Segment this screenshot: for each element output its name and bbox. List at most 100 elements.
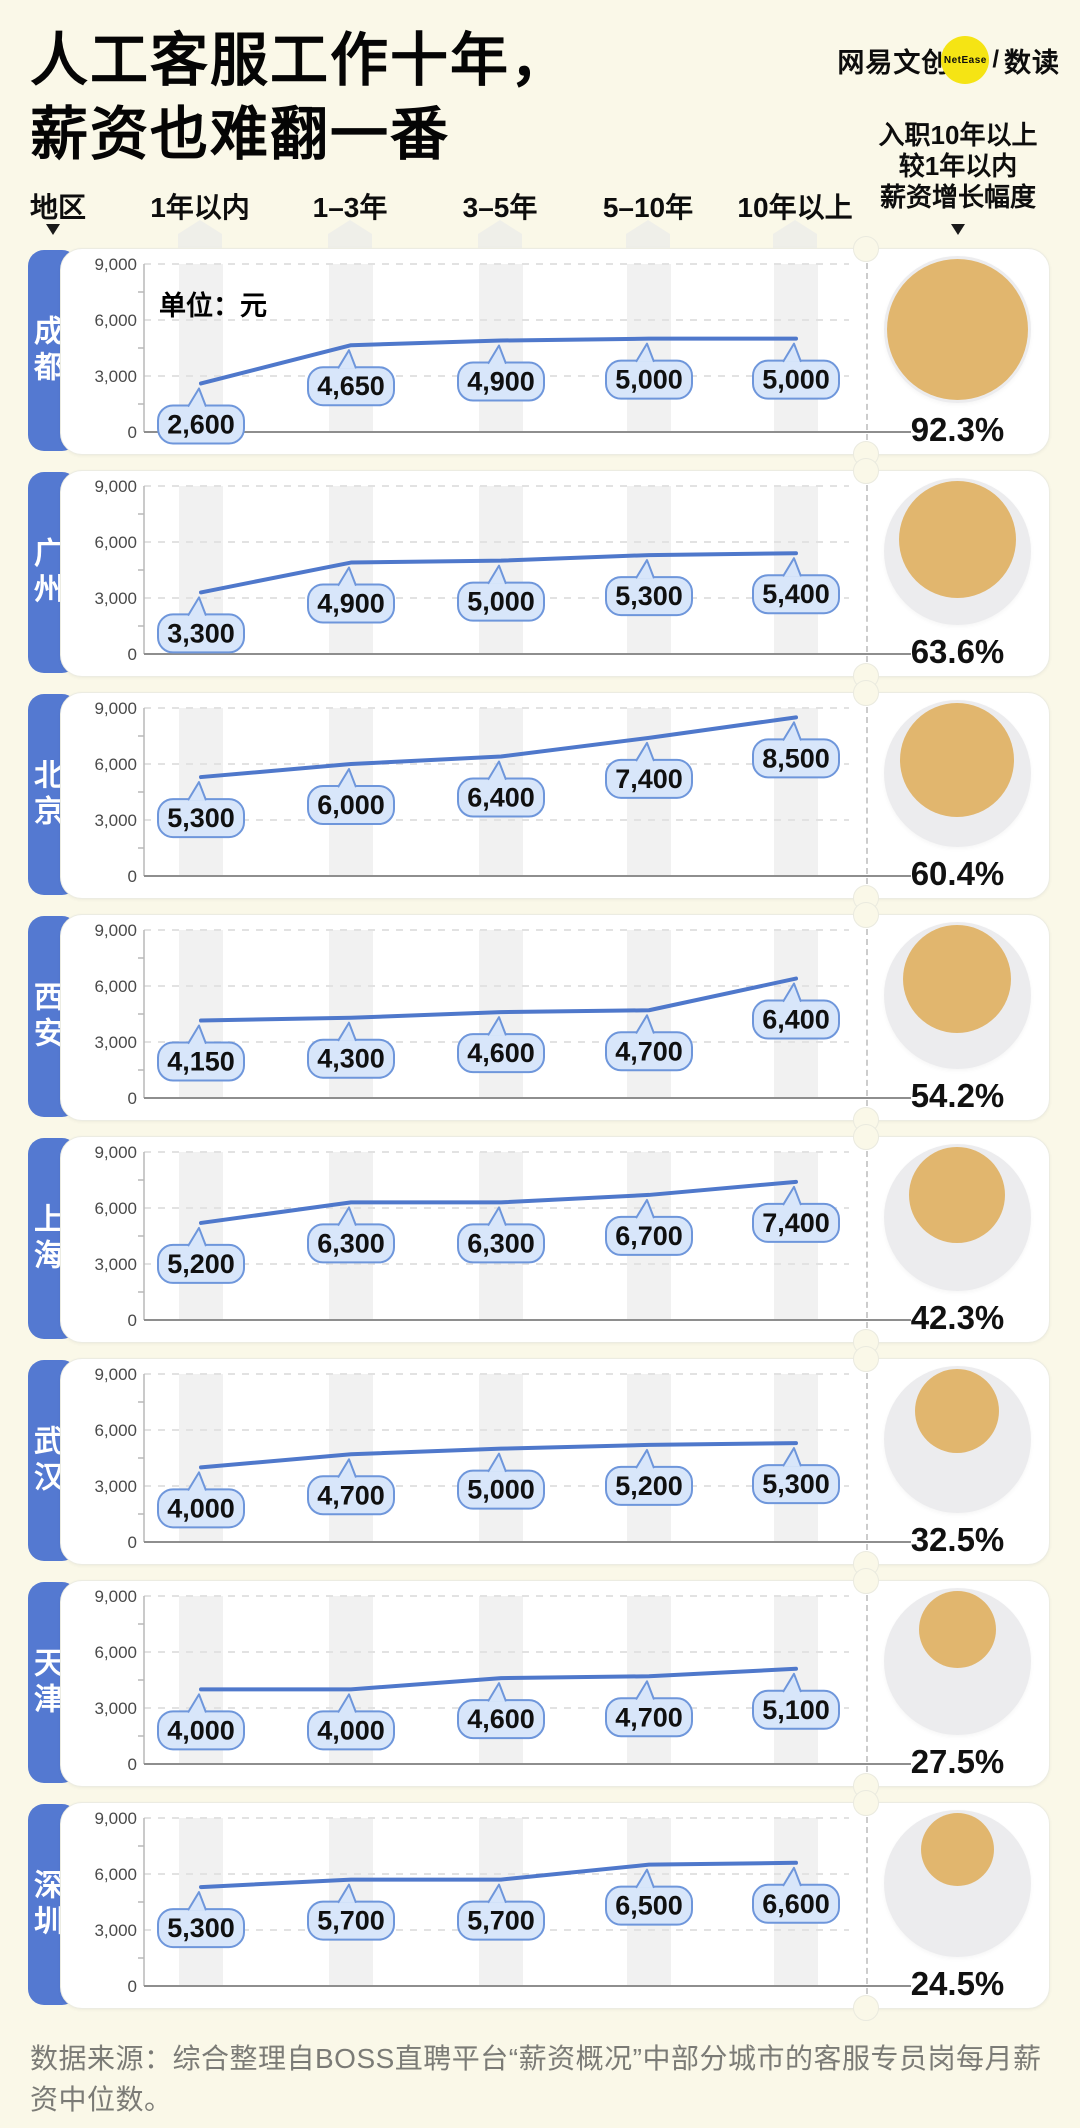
data-label-value: 4,000: [317, 1715, 385, 1745]
data-label-value: 5,100: [762, 1695, 830, 1725]
logo-divider: /: [992, 46, 999, 73]
bubble-pointer: [635, 559, 655, 579]
experience-column-header: 3–5年: [462, 192, 538, 223]
data-label-value: 6,400: [467, 783, 535, 813]
bubble-pointer: [487, 1682, 507, 1702]
bubble-pointer: [782, 342, 802, 363]
city-label: 天津: [29, 1646, 62, 1719]
city-row: 西安 9,000 6,000 3,000 0 4,150 4,300 4,600 4,700 6…: [0, 902, 1080, 1133]
data-label-value: 5,000: [615, 365, 683, 395]
salary-line: [199, 551, 798, 595]
data-label-value: 4,600: [467, 1038, 535, 1068]
card-notch-top: [853, 1790, 879, 1816]
y-axis-tick-label: 6,000: [94, 311, 137, 330]
card-notch-top: [853, 1568, 879, 1594]
netease-badge-icon: NetEase: [941, 36, 990, 84]
y-axis-tick-label: 3,000: [94, 1477, 137, 1496]
city-row: 成都 9,000 6,000 3,000 0 单位：元 2,600 4,650 4,900 5,…: [0, 236, 1080, 467]
salary-line: [199, 336, 798, 386]
city-label: 深圳: [29, 1868, 62, 1941]
badge-text: NetEase: [943, 54, 987, 66]
y-axis-tick-label: 3,000: [94, 811, 137, 830]
growth-circle: [918, 1591, 996, 1668]
bubble-pointer: [187, 1024, 207, 1045]
row-card: 9,000 6,000 3,000 0 4,000 4,700 5,000 5,200 5,30…: [60, 1346, 1050, 1577]
growth-panel: 32.5%: [61, 1359, 1049, 1564]
experience-column-header: 1–3年: [312, 192, 388, 223]
region-arrow-down-icon: [46, 224, 60, 235]
data-label-value: 5,300: [615, 581, 683, 611]
city-rows-container: 成都 9,000 6,000 3,000 0 单位：元 2,600 4,650 4,900 5,…: [0, 236, 1080, 2024]
city-row: 深圳 9,000 6,000 3,000 0 5,300 5,700 5,700 6,500 6…: [0, 1790, 1080, 2021]
data-label-value: 4,650: [317, 371, 385, 401]
y-axis-tick-label: 9,000: [94, 1809, 137, 1828]
city-row: 武汉 9,000 6,000 3,000 0 4,000 4,700 5,000 5,200 5…: [0, 1346, 1080, 1577]
card-notch-top: [853, 1124, 879, 1150]
city-label: 广州: [29, 536, 62, 609]
y-axis-tick-label: 9,000: [94, 477, 137, 496]
y-axis-tick-label: 3,000: [94, 1033, 137, 1052]
growth-circle: [920, 1813, 994, 1886]
y-axis-tick-label: 0: [128, 867, 137, 886]
city-row: 北京 9,000 6,000 3,000 0 5,300 6,000 6,400 7,400 8…: [0, 680, 1080, 911]
data-label-value: 4,700: [615, 1702, 683, 1732]
data-label-value: 4,900: [317, 589, 385, 619]
y-axis-tick-label: 3,000: [94, 589, 137, 608]
growth-panel: 42.3%: [61, 1137, 1049, 1342]
row-card: 9,000 6,000 3,000 0 单位：元 2,600 4,650 4,900 5,000…: [60, 236, 1050, 467]
data-label-value: 5,000: [467, 587, 535, 617]
y-axis-tick-label: 0: [128, 1533, 137, 1552]
data-label-value: 4,000: [167, 1493, 235, 1523]
netease-logo: 网易文创 NetEase / 数读: [837, 36, 1060, 84]
data-label-value: 7,400: [615, 764, 683, 794]
y-axis-tick-label: 9,000: [94, 699, 137, 718]
row-card: 9,000 6,000 3,000 0 5,300 5,700 5,700 6,500 6,60…: [60, 1790, 1050, 2021]
city-label: 上海: [29, 1202, 62, 1275]
bubble-pointer: [487, 1206, 507, 1227]
bubble-pointer: [635, 1014, 655, 1034]
salary-line-chart: 9,000 6,000 3,000 0 5,200 6,300 6,300 6,700 7,40…: [94, 1143, 911, 1330]
growth-circle: [898, 481, 1016, 598]
city-label: 北京: [29, 758, 62, 831]
growth-circle: [900, 703, 1014, 817]
data-label-value: 6,400: [762, 1005, 830, 1035]
growth-circle: [886, 259, 1028, 400]
data-source-note: 数据来源：综合整理自BOSS直聘平台“薪资概况”中部分城市的客服专员岗每月薪资中…: [30, 2043, 1042, 2115]
y-axis-tick-label: 3,000: [94, 1699, 137, 1718]
bubble-pointer: [187, 387, 207, 408]
data-label-value: 6,700: [615, 1221, 683, 1251]
bubble-pointer: [187, 1891, 207, 1911]
growth-panel: 54.2%: [61, 915, 1049, 1120]
card-notch-top: [853, 458, 879, 484]
y-axis-tick-label: 6,000: [94, 1421, 137, 1440]
y-axis-tick-label: 9,000: [94, 1365, 137, 1384]
growth-panel: 63.6%: [61, 471, 1049, 676]
bubble-pointer: [635, 1868, 655, 1889]
data-label-value: 4,000: [167, 1715, 235, 1745]
data-label-value: 4,900: [467, 367, 535, 397]
data-label-value: 4,600: [467, 1704, 535, 1734]
bubble-pointer: [782, 1447, 802, 1467]
logo-brand-text: 网易文创: [837, 47, 950, 78]
data-label-value: 5,700: [467, 1906, 535, 1936]
bubble-pointer: [337, 1206, 357, 1227]
card-notch-top: [853, 680, 879, 706]
card-notch-top: [853, 236, 879, 262]
bubble-pointer: [337, 1021, 357, 1042]
growth-header-line-1: 入职10年以上: [878, 120, 1038, 150]
bubble-pointer: [487, 1016, 507, 1036]
growth-panel: 27.5%: [61, 1581, 1049, 1786]
growth-percentage: 24.5%: [910, 1965, 1005, 2002]
experience-column-header: 1年以内: [150, 192, 250, 223]
bubble-pointer: [337, 349, 357, 369]
title-line-2: 薪资也难翻一番: [30, 102, 451, 167]
bubble-pointer: [782, 721, 802, 742]
growth-percentage: 54.2%: [910, 1077, 1005, 1114]
data-label-value: 5,300: [762, 1469, 830, 1499]
dashed-divider: [866, 1373, 868, 1550]
bubble-pointer: [782, 1672, 802, 1693]
card-notch-top: [853, 1346, 879, 1372]
y-axis-tick-label: 0: [128, 1311, 137, 1330]
logo-subbrand-text: 数读: [1004, 47, 1060, 78]
dashed-divider: [866, 707, 868, 884]
